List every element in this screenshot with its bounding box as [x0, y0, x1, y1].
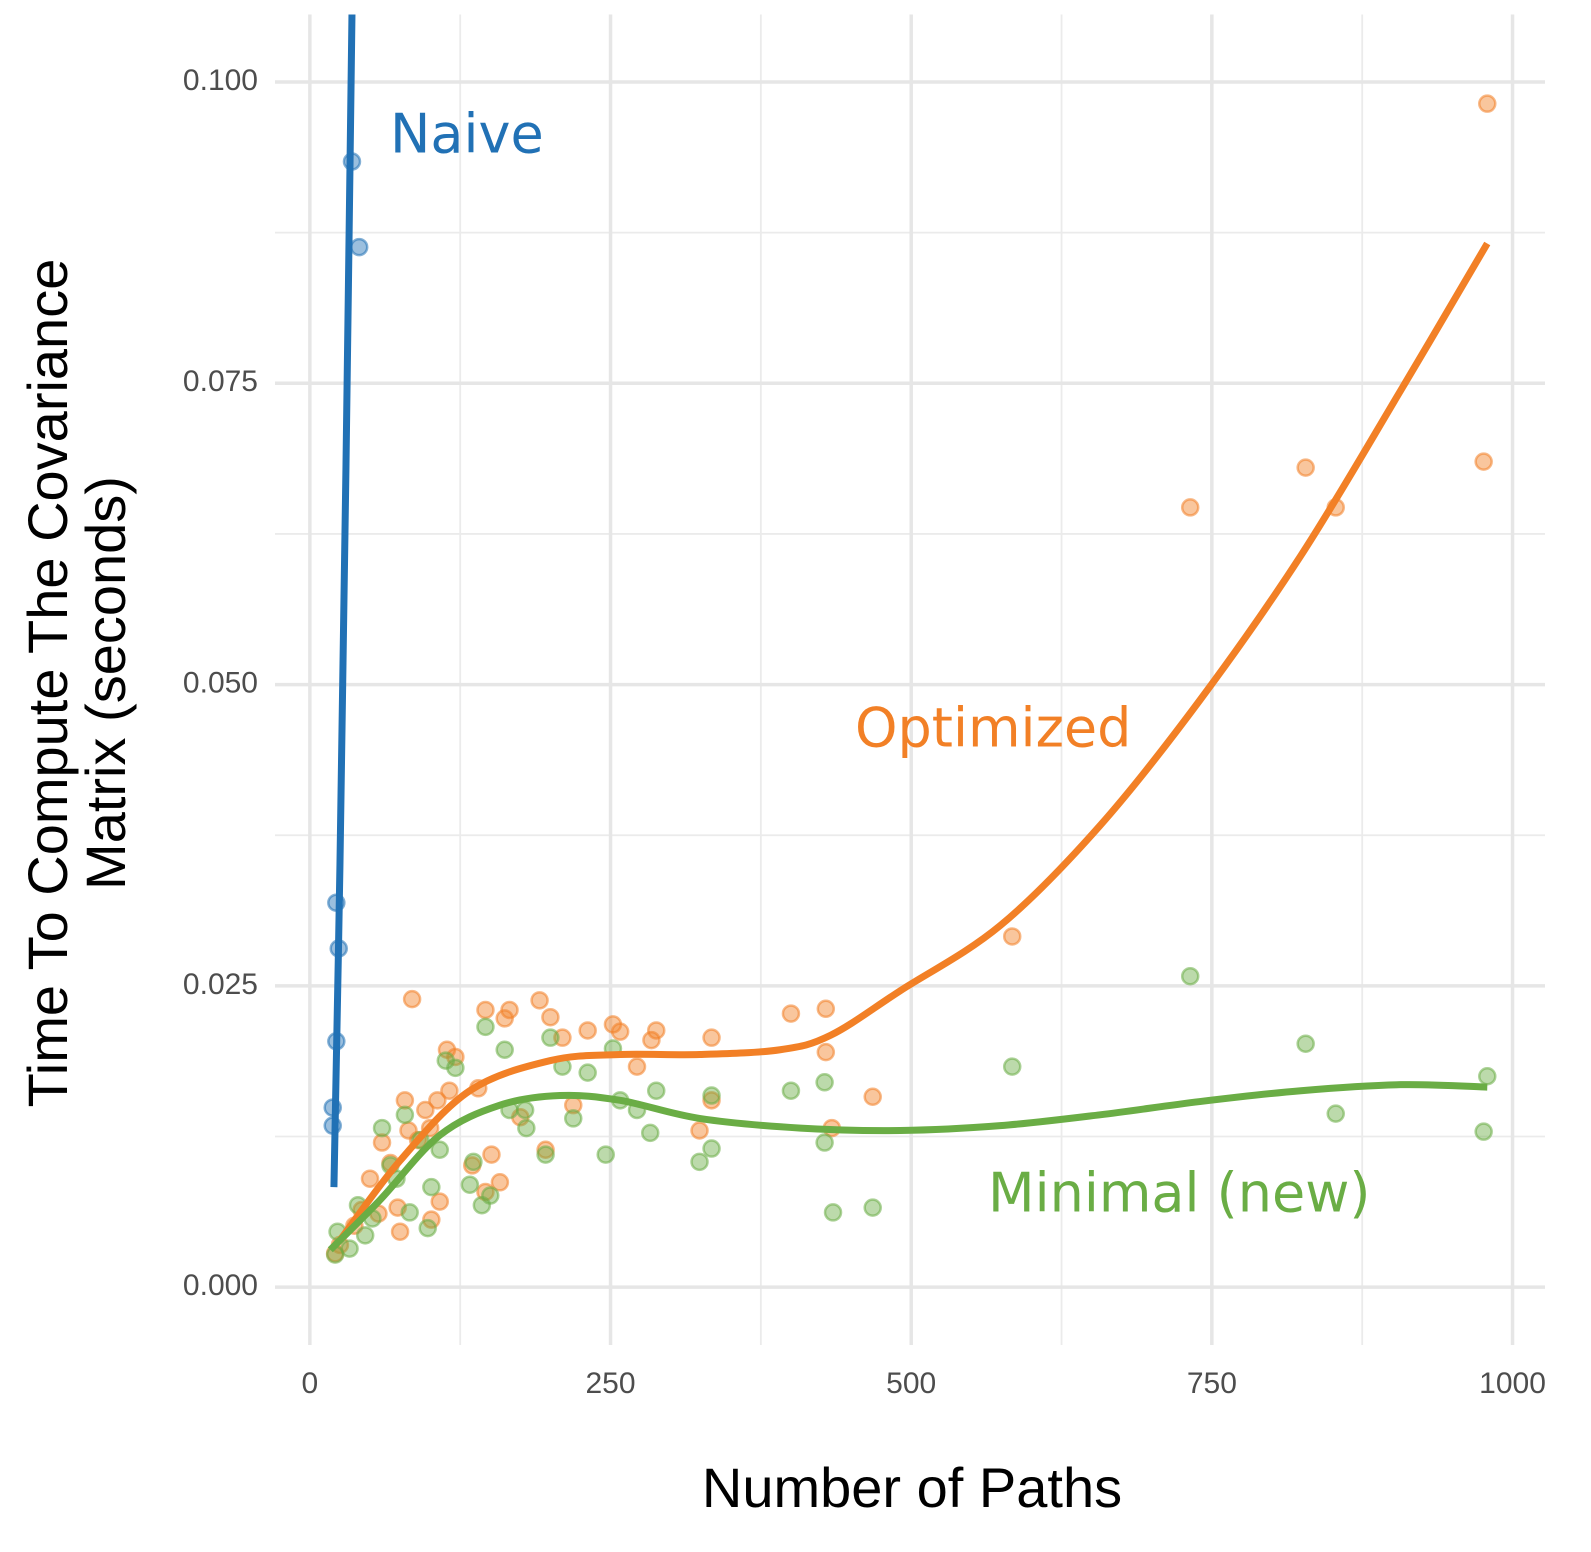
point [416, 1100, 435, 1120]
point [690, 1121, 709, 1140]
series-label: Minimal (new) [988, 1162, 1370, 1225]
series-label: Optimized [855, 697, 1131, 760]
point [815, 1133, 834, 1152]
point [446, 1058, 465, 1078]
point [702, 1086, 721, 1105]
point [1180, 498, 1200, 517]
grid [275, 14, 1545, 1345]
point [360, 1169, 380, 1188]
point [1478, 94, 1497, 113]
point [596, 1145, 615, 1164]
fit-line [337, 241, 1491, 1243]
point [702, 1139, 721, 1158]
point [1002, 927, 1022, 946]
point [422, 1177, 441, 1197]
point [515, 1100, 535, 1120]
point [690, 1152, 709, 1172]
point [395, 1105, 415, 1125]
point [642, 1030, 661, 1050]
point [340, 1239, 359, 1258]
point [355, 1226, 375, 1245]
point [1180, 966, 1200, 986]
point [863, 1198, 882, 1217]
point [1002, 1057, 1022, 1076]
point [646, 1081, 666, 1100]
x-tick-label: 500 [886, 1367, 936, 1400]
point [640, 1123, 660, 1143]
point [646, 1021, 666, 1040]
point [1474, 1122, 1493, 1141]
point [418, 1218, 437, 1238]
labels: 0.000 0.025 0.050 0.075 0.100 0 250 500 750 1000 N… [183, 64, 1546, 1400]
point [400, 1203, 419, 1222]
y-tick-label: 0.025 [183, 968, 258, 1001]
y-axis-title: Time To Compute The Covariance [16, 259, 79, 1108]
point [530, 991, 549, 1010]
point [702, 1091, 721, 1110]
fit-line [330, 14, 356, 1188]
point [627, 1057, 647, 1076]
point [476, 1017, 495, 1037]
point [541, 1028, 560, 1047]
point [541, 1007, 560, 1027]
y-tick-label: 0.050 [183, 666, 258, 699]
point [823, 1203, 843, 1222]
series-label: Naive [390, 103, 544, 166]
y-tick-label: 0.100 [183, 64, 258, 97]
point [578, 1063, 597, 1082]
fit-line [327, 1081, 1488, 1253]
y-axis-title: Matrix (seconds) [74, 476, 137, 890]
point [428, 1091, 447, 1110]
point [495, 1040, 514, 1059]
point [476, 1000, 495, 1020]
point [372, 1118, 392, 1138]
point [430, 1140, 450, 1160]
point [482, 1145, 501, 1164]
x-tick-label: 750 [1187, 1367, 1237, 1400]
point [1296, 458, 1315, 477]
point [1474, 452, 1493, 471]
point [702, 1028, 721, 1047]
y-tick-label: 0.075 [183, 365, 258, 398]
point [349, 237, 369, 257]
x-tick-label: 250 [586, 1367, 636, 1400]
point [440, 1081, 459, 1100]
point [816, 1042, 836, 1062]
point [578, 1021, 597, 1040]
point [460, 1175, 480, 1194]
point [781, 1081, 801, 1100]
point [395, 1091, 415, 1110]
x-tick-label: 0 [302, 1367, 319, 1400]
point [1296, 1034, 1315, 1053]
point [372, 1133, 392, 1152]
y-tick-label: 0.000 [183, 1269, 258, 1302]
point [402, 989, 422, 1009]
point [536, 1145, 555, 1164]
point [536, 1140, 555, 1160]
point [490, 1173, 510, 1192]
point [863, 1087, 882, 1106]
point [816, 999, 836, 1019]
point [1326, 1104, 1345, 1123]
plot-area [323, 14, 1497, 1264]
point [481, 1186, 500, 1205]
point [464, 1152, 483, 1172]
point [390, 1222, 410, 1241]
point [610, 1022, 630, 1041]
point [517, 1118, 536, 1138]
point [500, 1000, 519, 1020]
point [781, 1004, 801, 1023]
point [1478, 1066, 1497, 1086]
point [815, 1073, 834, 1092]
point [430, 1192, 450, 1211]
x-tick-label: 1000 [1479, 1367, 1546, 1400]
x-axis-title: Number of Paths [702, 1456, 1122, 1519]
point [564, 1109, 583, 1128]
